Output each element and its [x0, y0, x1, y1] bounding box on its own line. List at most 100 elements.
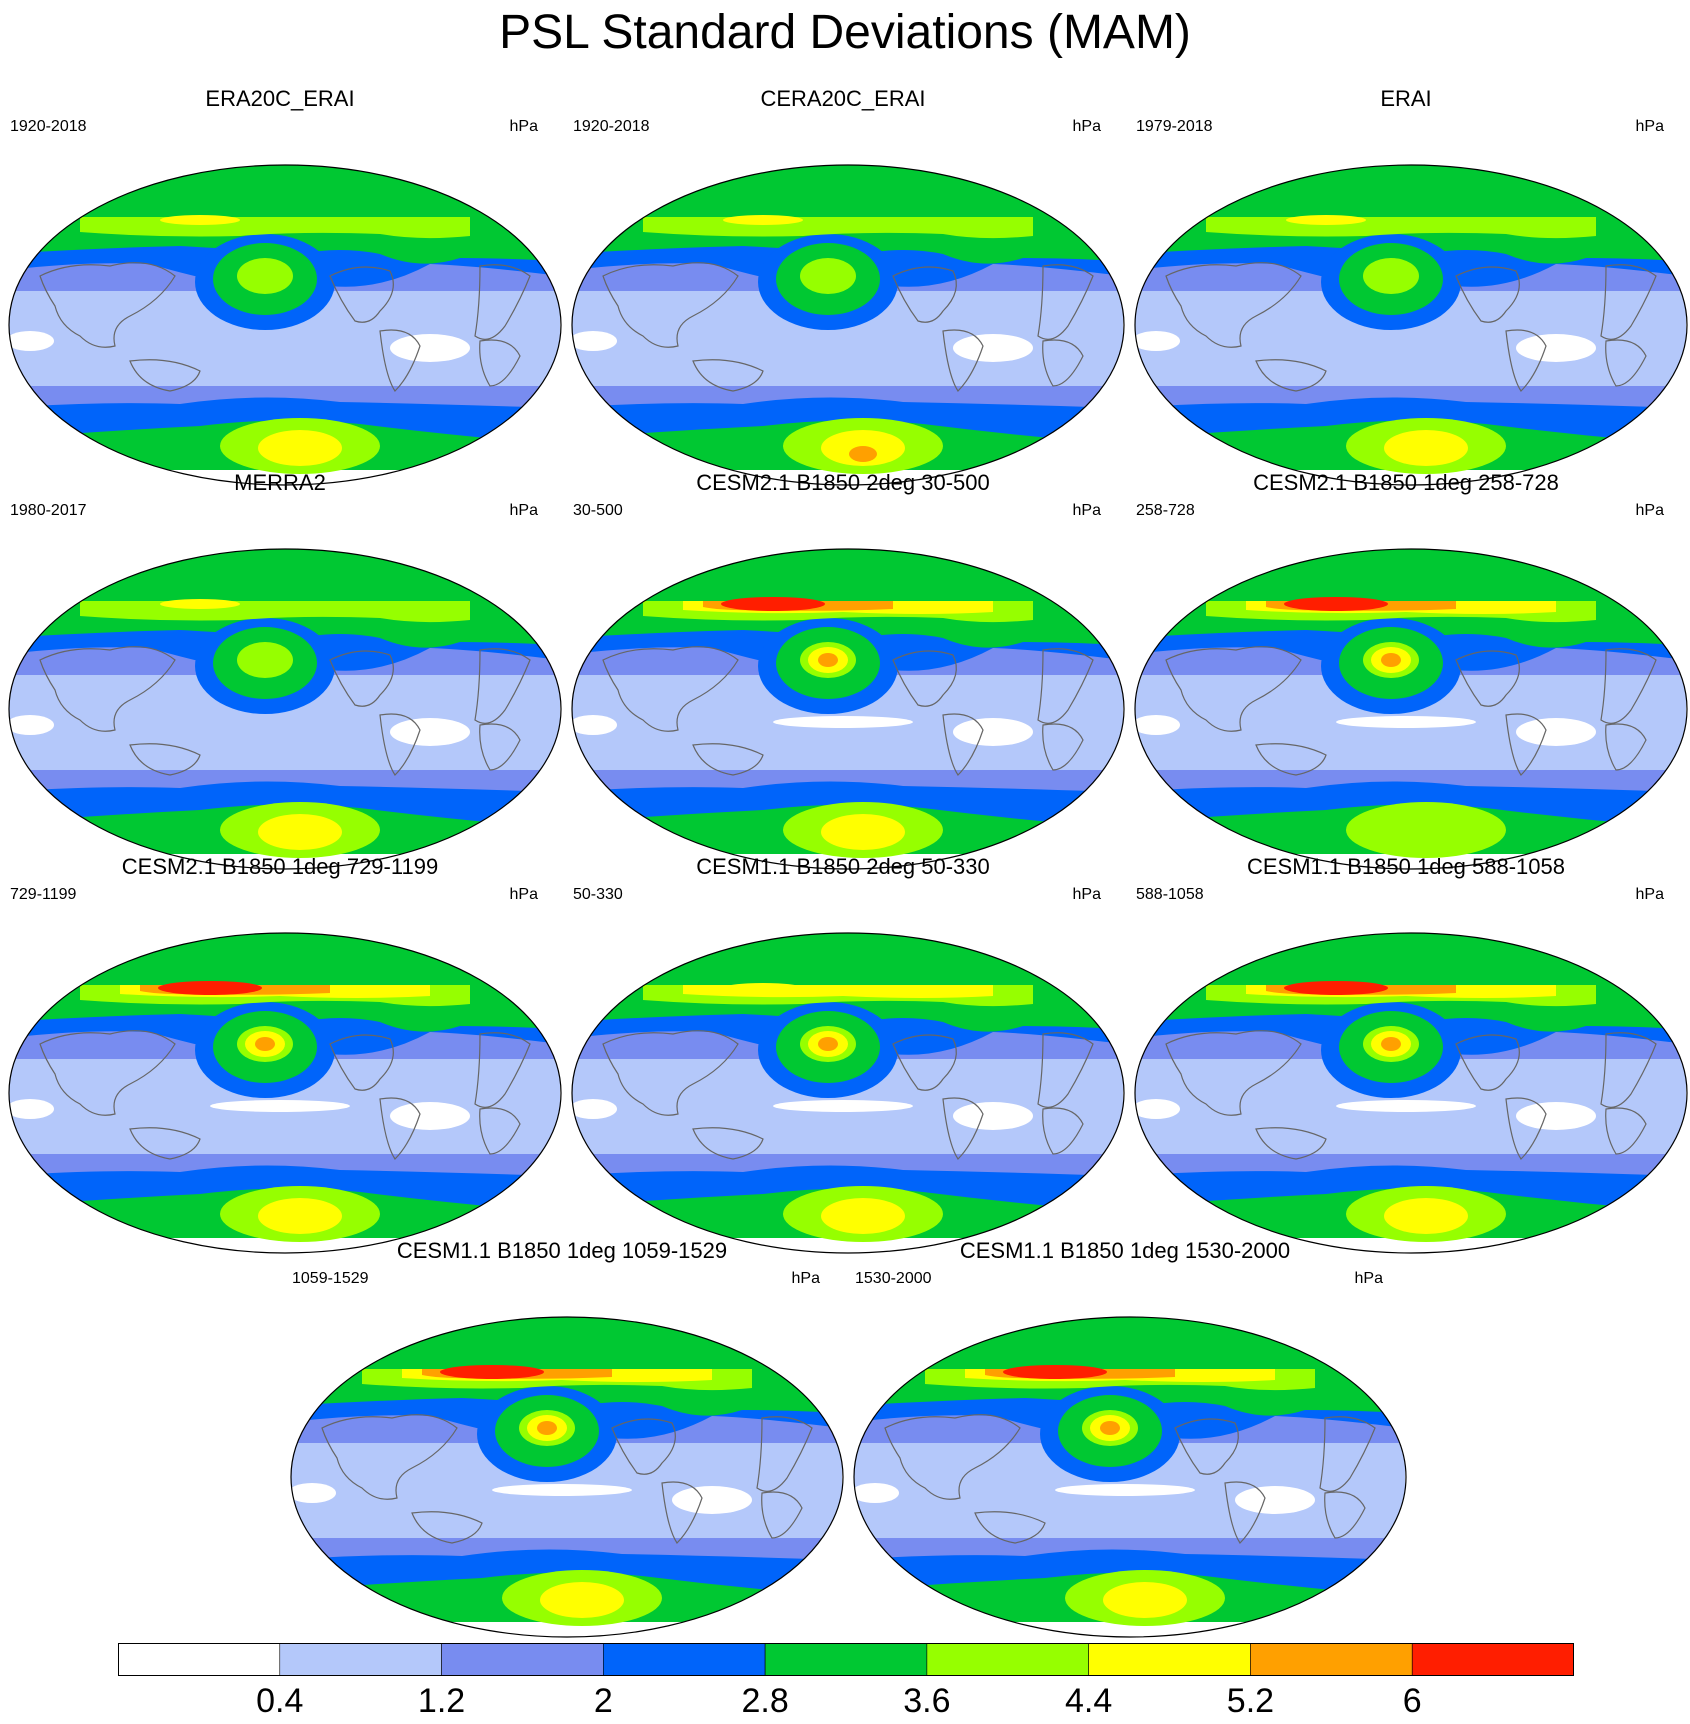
map-panel: CERA20C_ERAI 1920-2018 hPa: [563, 86, 1125, 486]
colorbar-swatches: [118, 1643, 1574, 1676]
panel-title: CESM2.1 B1850 1deg 729-1199: [121, 854, 439, 879]
contour-fill: [854, 1317, 1405, 1626]
robinson-map: [1134, 164, 1688, 486]
map-border: [1134, 932, 1688, 1254]
robinson-map: [571, 932, 1125, 1254]
coastlines: [602, 1030, 1094, 1160]
map-border: [1134, 164, 1688, 486]
colorbar-swatch: [1088, 1643, 1251, 1676]
map-panel: CESM2.1 B1850 2deg 30-500 30-500 hPa: [563, 470, 1125, 870]
panel-units: hPa: [1635, 118, 1664, 135]
panel-title: CESM2.1 B1850 1deg 258-728: [1253, 470, 1559, 495]
map-panel: CESM1.1 B1850 1deg 1059-1529 1059-1529 hPa: [282, 1238, 844, 1638]
coastlines: [39, 262, 531, 392]
panel-years: 1920-2018: [10, 118, 87, 135]
panel-units: hPa: [509, 886, 538, 903]
panel-years: 1059-1529: [292, 1270, 369, 1287]
colorbar-swatch: [603, 1643, 766, 1676]
map-panel: CESM1.1 B1850 1deg 1530-2000 1530-2000 hPa: [845, 1238, 1407, 1638]
panel-title: CESM1.1 B1850 1deg 588-1058: [1246, 854, 1565, 879]
map-border: [8, 164, 562, 486]
robinson-map: [290, 1316, 844, 1638]
contour-fill: [9, 165, 560, 474]
panel-title: CESM1.1 B1850 1deg 1530-2000: [959, 1238, 1291, 1263]
panel-units: hPa: [1635, 502, 1664, 519]
panel-title: ERA20C_ERAI: [205, 86, 355, 111]
colorbar-swatch: [279, 1643, 442, 1676]
panel-units: hPa: [1354, 1270, 1383, 1287]
robinson-map: [571, 548, 1125, 870]
colorbar: [118, 1643, 1574, 1676]
panel-units: hPa: [509, 118, 538, 135]
colorbar-label: 1.2: [417, 1682, 466, 1720]
panel-units: hPa: [1072, 886, 1101, 903]
colorbar-labels: 0.4 1.2 2 2.8 3.6 4.4 5.2 6: [118, 1681, 1574, 1721]
colorbar-label: 3.6: [903, 1682, 951, 1720]
panel-title: CESM2.1 B1850 2deg 30-500: [696, 470, 990, 495]
colorbar-swatch: [1250, 1643, 1413, 1676]
coastlines: [1165, 262, 1657, 392]
contour-fill: [1135, 549, 1686, 858]
map-border: [571, 164, 1125, 486]
robinson-map: [571, 164, 1125, 486]
contour-fill: [9, 933, 560, 1242]
coastlines: [602, 646, 1094, 776]
contour-fill: [1135, 165, 1686, 474]
robinson-map: [853, 1316, 1407, 1638]
contour-fill: [9, 549, 560, 858]
coastlines: [602, 262, 1094, 392]
panel-years: 1920-2018: [573, 118, 650, 135]
colorbar-label: 2: [593, 1682, 613, 1720]
robinson-map: [8, 548, 562, 870]
colorbar-swatch: [764, 1643, 928, 1676]
map-border: [571, 548, 1125, 870]
contour-fill: [291, 1317, 842, 1626]
panel-years: 1980-2017: [10, 502, 87, 519]
map-panel: MERRA2 1980-2017 hPa: [0, 470, 562, 870]
colorbar-swatch: [926, 1643, 1089, 1676]
map-border: [8, 548, 562, 870]
panel-units: hPa: [509, 502, 538, 519]
map-panel: CESM2.1 B1850 1deg 729-1199 729-1199 hPa: [0, 854, 562, 1254]
robinson-map: [8, 932, 562, 1254]
coastlines: [1165, 646, 1657, 776]
map-border: [571, 932, 1125, 1254]
robinson-map: [1134, 548, 1688, 870]
panel-years: 729-1199: [10, 886, 77, 903]
figure-title: PSL Standard Deviations (MAM): [499, 6, 1191, 59]
robinson-map: [1134, 932, 1688, 1254]
colorbar-label: 2.8: [741, 1682, 789, 1720]
colorbar-swatch: [1411, 1643, 1574, 1676]
panel-title: CESM1.1 B1850 2deg 50-330: [696, 854, 990, 879]
coastlines: [321, 1414, 813, 1544]
panel-title: CESM1.1 B1850 1deg 1059-1529: [396, 1238, 728, 1263]
map-border: [290, 1316, 844, 1638]
panel-years: 1979-2018: [1136, 118, 1213, 135]
panel-units: hPa: [791, 1270, 820, 1287]
panel-title: ERAI: [1380, 86, 1432, 111]
map-border: [853, 1316, 1407, 1638]
panel-units: hPa: [1072, 502, 1101, 519]
coastlines: [1165, 1030, 1657, 1160]
panel-years: 1530-2000: [855, 1270, 932, 1287]
contour-fill: [572, 165, 1123, 474]
colorbar-label: 0.4: [256, 1682, 304, 1720]
coastlines: [39, 1030, 531, 1160]
colorbar-swatch: [118, 1643, 281, 1676]
colorbar-label: 6: [1402, 1682, 1422, 1720]
panel-years: 258-728: [1136, 502, 1195, 519]
map-panel: CESM1.1 B1850 2deg 50-330 50-330 hPa: [563, 854, 1125, 1254]
map-panel: CESM1.1 B1850 1deg 588-1058 588-1058 hPa: [1126, 854, 1688, 1254]
map-border: [8, 932, 562, 1254]
contour-fill: [572, 549, 1123, 858]
coastlines: [39, 646, 531, 776]
robinson-map: [8, 164, 562, 486]
map-panel: ERA20C_ERAI 1920-2018 hPa: [0, 86, 562, 486]
colorbar-label: 4.4: [1065, 1682, 1113, 1720]
colorbar-label: 5.2: [1226, 1682, 1275, 1720]
contour-fill: [1135, 933, 1686, 1242]
panel-years: 50-330: [573, 886, 623, 903]
panel-years: 588-1058: [1136, 886, 1204, 903]
panel-years: 30-500: [573, 502, 623, 519]
colorbar-swatch: [441, 1643, 604, 1676]
